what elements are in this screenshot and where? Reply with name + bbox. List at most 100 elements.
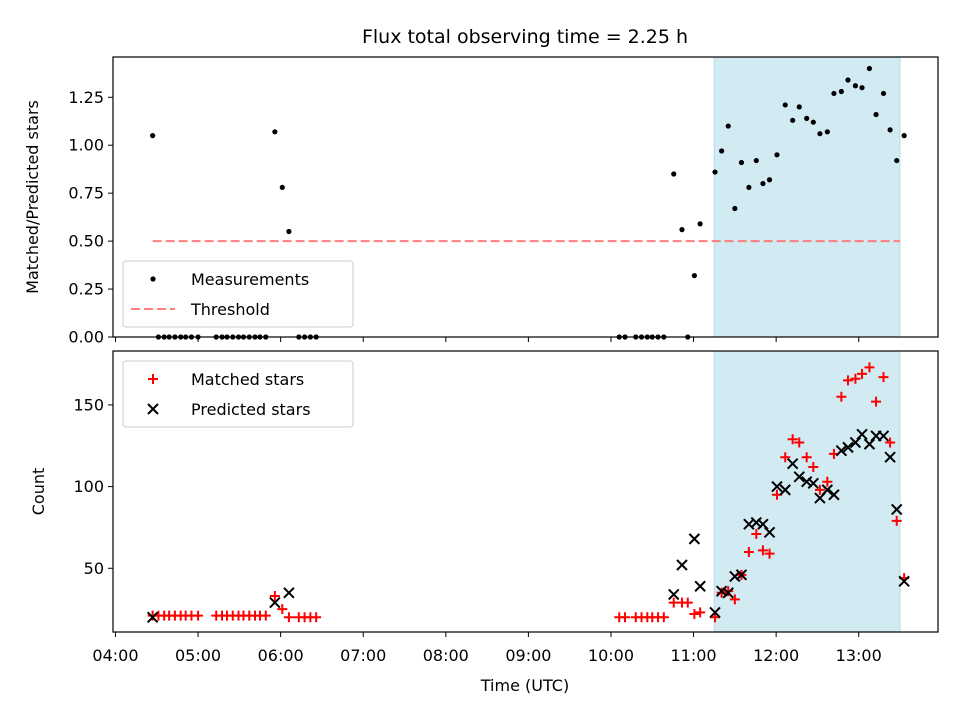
matched-point	[658, 612, 669, 623]
predicted-point	[835, 444, 848, 457]
predicted-point	[856, 428, 868, 441]
measurement-point	[790, 117, 796, 123]
y-tick-label: 100	[73, 477, 104, 496]
predicted-point	[709, 606, 721, 619]
ratio-panel: 0.00 0.25 0.50 0.75 1.00 1.25 Matched/Predicte…	[23, 56, 939, 347]
matched-point	[682, 597, 693, 608]
matched-point	[808, 461, 819, 472]
measurement-point	[272, 129, 278, 135]
matched-point	[723, 586, 734, 597]
axes-frame	[112, 56, 939, 338]
measurement-point	[887, 127, 893, 133]
predicted-point	[884, 451, 896, 463]
axes-frame	[112, 350, 939, 633]
x-axis-label: Time (UTC)	[480, 676, 569, 695]
measurement-point	[671, 171, 677, 177]
legend-box	[122, 360, 354, 428]
measurement-point	[804, 115, 810, 121]
predicted-point	[793, 471, 805, 483]
predicted-point	[283, 587, 295, 599]
matched-point	[193, 610, 204, 621]
legend-x-icon	[147, 403, 159, 415]
matched-point	[814, 484, 825, 495]
predicted-point	[849, 436, 862, 449]
matched-point	[885, 437, 896, 448]
y-tick-label: 0.50	[68, 232, 104, 251]
measurement-point	[732, 205, 738, 212]
predicted-point	[694, 580, 706, 592]
legend-label: Predicted stars	[191, 400, 311, 419]
matched-point	[850, 373, 861, 384]
matched-point	[891, 515, 902, 526]
matched-point	[757, 545, 768, 556]
predicted-point	[146, 611, 159, 624]
predicted-point	[779, 484, 791, 496]
measurement-point	[901, 133, 907, 139]
predicted-point	[771, 480, 783, 493]
measurement-point	[782, 102, 788, 108]
measurement-point	[880, 90, 887, 97]
matched-point	[710, 612, 721, 623]
measurement-point	[845, 77, 851, 83]
measurement-point	[679, 227, 685, 233]
predicted-point	[877, 430, 890, 442]
y-tick-label: 0.25	[68, 280, 104, 299]
matched-point	[689, 609, 700, 620]
matched-point	[822, 476, 833, 487]
measurement-point	[817, 131, 823, 137]
x-tick-label: 08:00	[423, 646, 469, 665]
x-tick-label: 05:00	[175, 646, 221, 665]
matched-point	[857, 368, 868, 379]
measurement-point	[725, 123, 731, 129]
measurement-point	[766, 177, 773, 183]
matched-point	[871, 396, 882, 407]
measurement-point	[279, 184, 285, 191]
measurement-point	[796, 104, 802, 110]
predicted-point	[688, 533, 701, 545]
x-tick-label: 13:00	[836, 646, 882, 665]
matched-point	[864, 362, 875, 373]
observing-span	[713, 350, 901, 633]
observing-span	[713, 56, 901, 338]
matched-point	[751, 528, 762, 539]
matched-point	[743, 546, 754, 557]
measurement-point	[719, 148, 725, 154]
measurement-point	[866, 65, 873, 72]
y-tick-label: 1.00	[68, 136, 104, 155]
legend-box	[122, 260, 354, 328]
predicted-point	[807, 477, 820, 490]
predicted-point	[676, 559, 688, 571]
y-axis-label: Count	[29, 468, 48, 516]
y-tick-label: 1.25	[68, 88, 104, 107]
predicted-point	[786, 458, 799, 470]
measurement-point	[810, 119, 816, 125]
predicted-point	[757, 518, 769, 530]
predicted-point	[729, 570, 741, 583]
measurement-point	[852, 83, 859, 89]
predicted-point	[898, 575, 910, 588]
matched-point	[836, 391, 847, 402]
figure-title: Flux total observing time = 2.25 h	[362, 26, 688, 48]
measurement-point	[838, 88, 844, 95]
measurement-point	[894, 157, 900, 164]
matched-point	[716, 587, 727, 598]
measurement-point	[824, 129, 830, 135]
predicted-point	[269, 596, 281, 609]
measurement-point	[697, 221, 703, 227]
matched-point	[269, 591, 280, 602]
x-tick-label: 09:00	[505, 646, 551, 665]
predicted-point	[750, 516, 763, 529]
predicted-point	[715, 585, 728, 597]
matched-point	[311, 612, 322, 623]
x-tick-label: 11:00	[671, 646, 717, 665]
matched-point	[620, 612, 631, 623]
series-predicted-stars	[146, 428, 910, 624]
measurement-point	[746, 184, 752, 191]
predicted-point	[722, 587, 734, 599]
matched-point	[787, 434, 798, 445]
legend-plus-icon	[148, 374, 158, 384]
legend: Matched stars Predicted stars	[122, 360, 354, 428]
measurement-point	[753, 157, 759, 164]
x-tick-label: 10:00	[588, 646, 634, 665]
